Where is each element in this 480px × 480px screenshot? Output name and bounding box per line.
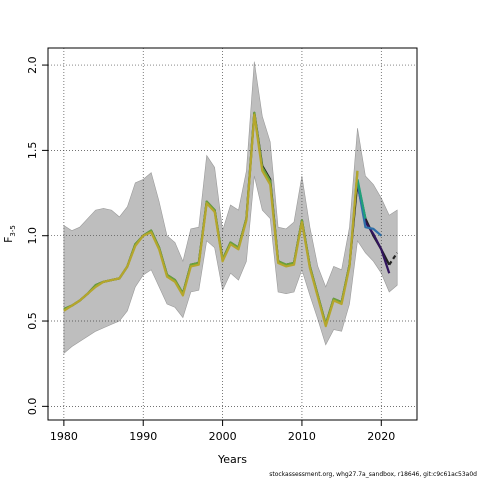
series-line-3 — [356, 179, 367, 219]
x-tick-label: 1990 — [129, 430, 157, 443]
y-tick-label: 1.5 — [26, 142, 39, 160]
y-axis-title: F3-5 — [2, 225, 17, 243]
x-tick-label: 2010 — [288, 430, 316, 443]
series-line-2 — [356, 182, 383, 237]
confidence-band-layer — [63, 61, 398, 355]
series-layer — [63, 111, 399, 328]
x-tick-label: 2000 — [209, 430, 237, 443]
y-axis-title-sub: 3-5 — [9, 225, 17, 236]
y-tick-label: 0.0 — [26, 398, 39, 416]
y-axis-title-main: F — [2, 237, 15, 243]
y-tick-label: 0.5 — [26, 312, 39, 330]
x-tick-label: 1980 — [50, 430, 78, 443]
x-tick-label: 2020 — [367, 430, 395, 443]
plot-frame — [47, 47, 418, 421]
y-tick-label: 2.0 — [26, 56, 39, 74]
confidence-band — [63, 61, 398, 355]
x-axis-title: Years — [217, 453, 247, 466]
grid-layer — [48, 48, 417, 420]
y-tick-label: 1.0 — [26, 227, 39, 245]
series-line-0-dashed — [388, 252, 399, 266]
footer-credit: stockassessment.org, whg27.7a_sandbox, r… — [269, 471, 477, 478]
series-line-5 — [63, 113, 359, 328]
axis-layer: 1980 1990 2000 2010 2020 0.0 0.5 1.0 1.5 2.0 — [26, 56, 395, 443]
